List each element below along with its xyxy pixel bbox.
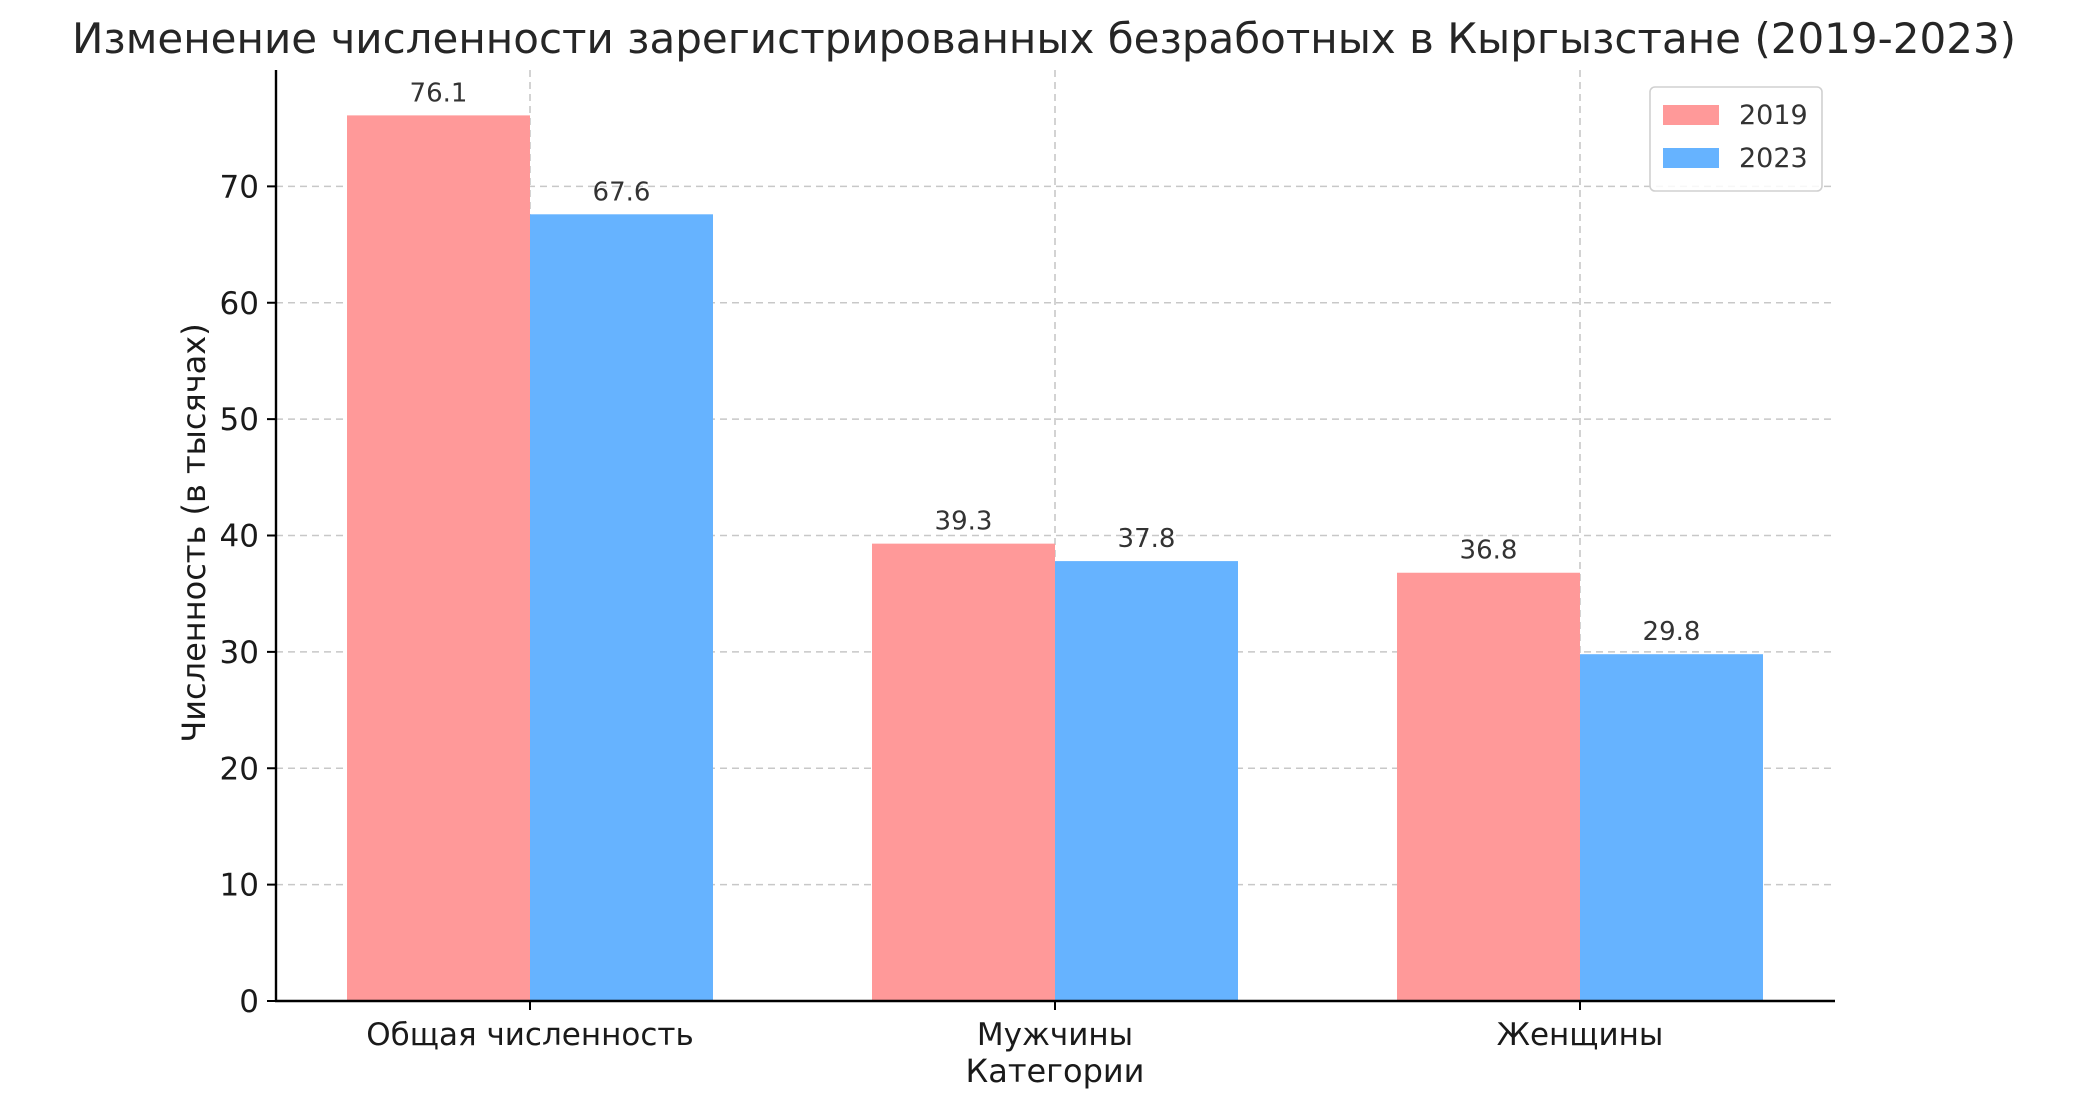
tick-labels: 0 10 20 30 40 50 60 70 Общая численность Мужчины Ж… [220, 169, 1664, 1053]
data-label: 36.8 [1460, 536, 1518, 566]
axes [267, 70, 1835, 1010]
x-axis-label: Категории [966, 1052, 1145, 1090]
bar-2019-1 [872, 543, 1055, 1001]
y-tick-label: 50 [220, 402, 259, 438]
bar-2023-2 [1580, 654, 1763, 1001]
y-tick-label: 10 [220, 868, 259, 904]
x-tick-label: Женщины [1497, 1017, 1664, 1053]
legend: 2019 2023 [1649, 86, 1823, 192]
data-label: 37.8 [1118, 524, 1176, 554]
y-tick-label: 30 [220, 635, 259, 671]
chart-title: Изменение численности зарегистрированных… [72, 14, 2016, 63]
legend-label-2019: 2019 [1739, 100, 1808, 131]
bar-2023-1 [1055, 561, 1238, 1001]
y-tick-label: 60 [220, 286, 259, 322]
legend-label-2023: 2023 [1739, 143, 1808, 174]
data-label: 67.6 [593, 177, 651, 207]
data-labels: 76.1 39.3 36.8 67.6 37.8 29.8 [410, 78, 1701, 647]
x-tick-label: Мужчины [977, 1017, 1133, 1053]
data-label: 76.1 [410, 78, 468, 108]
y-tick-label: 70 [220, 169, 259, 205]
bar-2023-0 [530, 214, 713, 1001]
x-tick-label: Общая численность [366, 1017, 693, 1053]
y-tick-label: 20 [220, 751, 259, 787]
bar-2019-2 [1397, 572, 1580, 1001]
bar-2019-0 [347, 115, 530, 1002]
y-tick-label: 0 [239, 984, 259, 1020]
y-axis-label: Численность (в тысячах) [175, 323, 213, 742]
bars [347, 115, 1763, 1002]
y-tick-label: 40 [220, 519, 259, 555]
legend-swatch-2019 [1663, 105, 1719, 125]
data-label: 29.8 [1643, 617, 1701, 647]
data-label: 39.3 [935, 507, 993, 537]
legend-swatch-2023 [1663, 148, 1719, 168]
